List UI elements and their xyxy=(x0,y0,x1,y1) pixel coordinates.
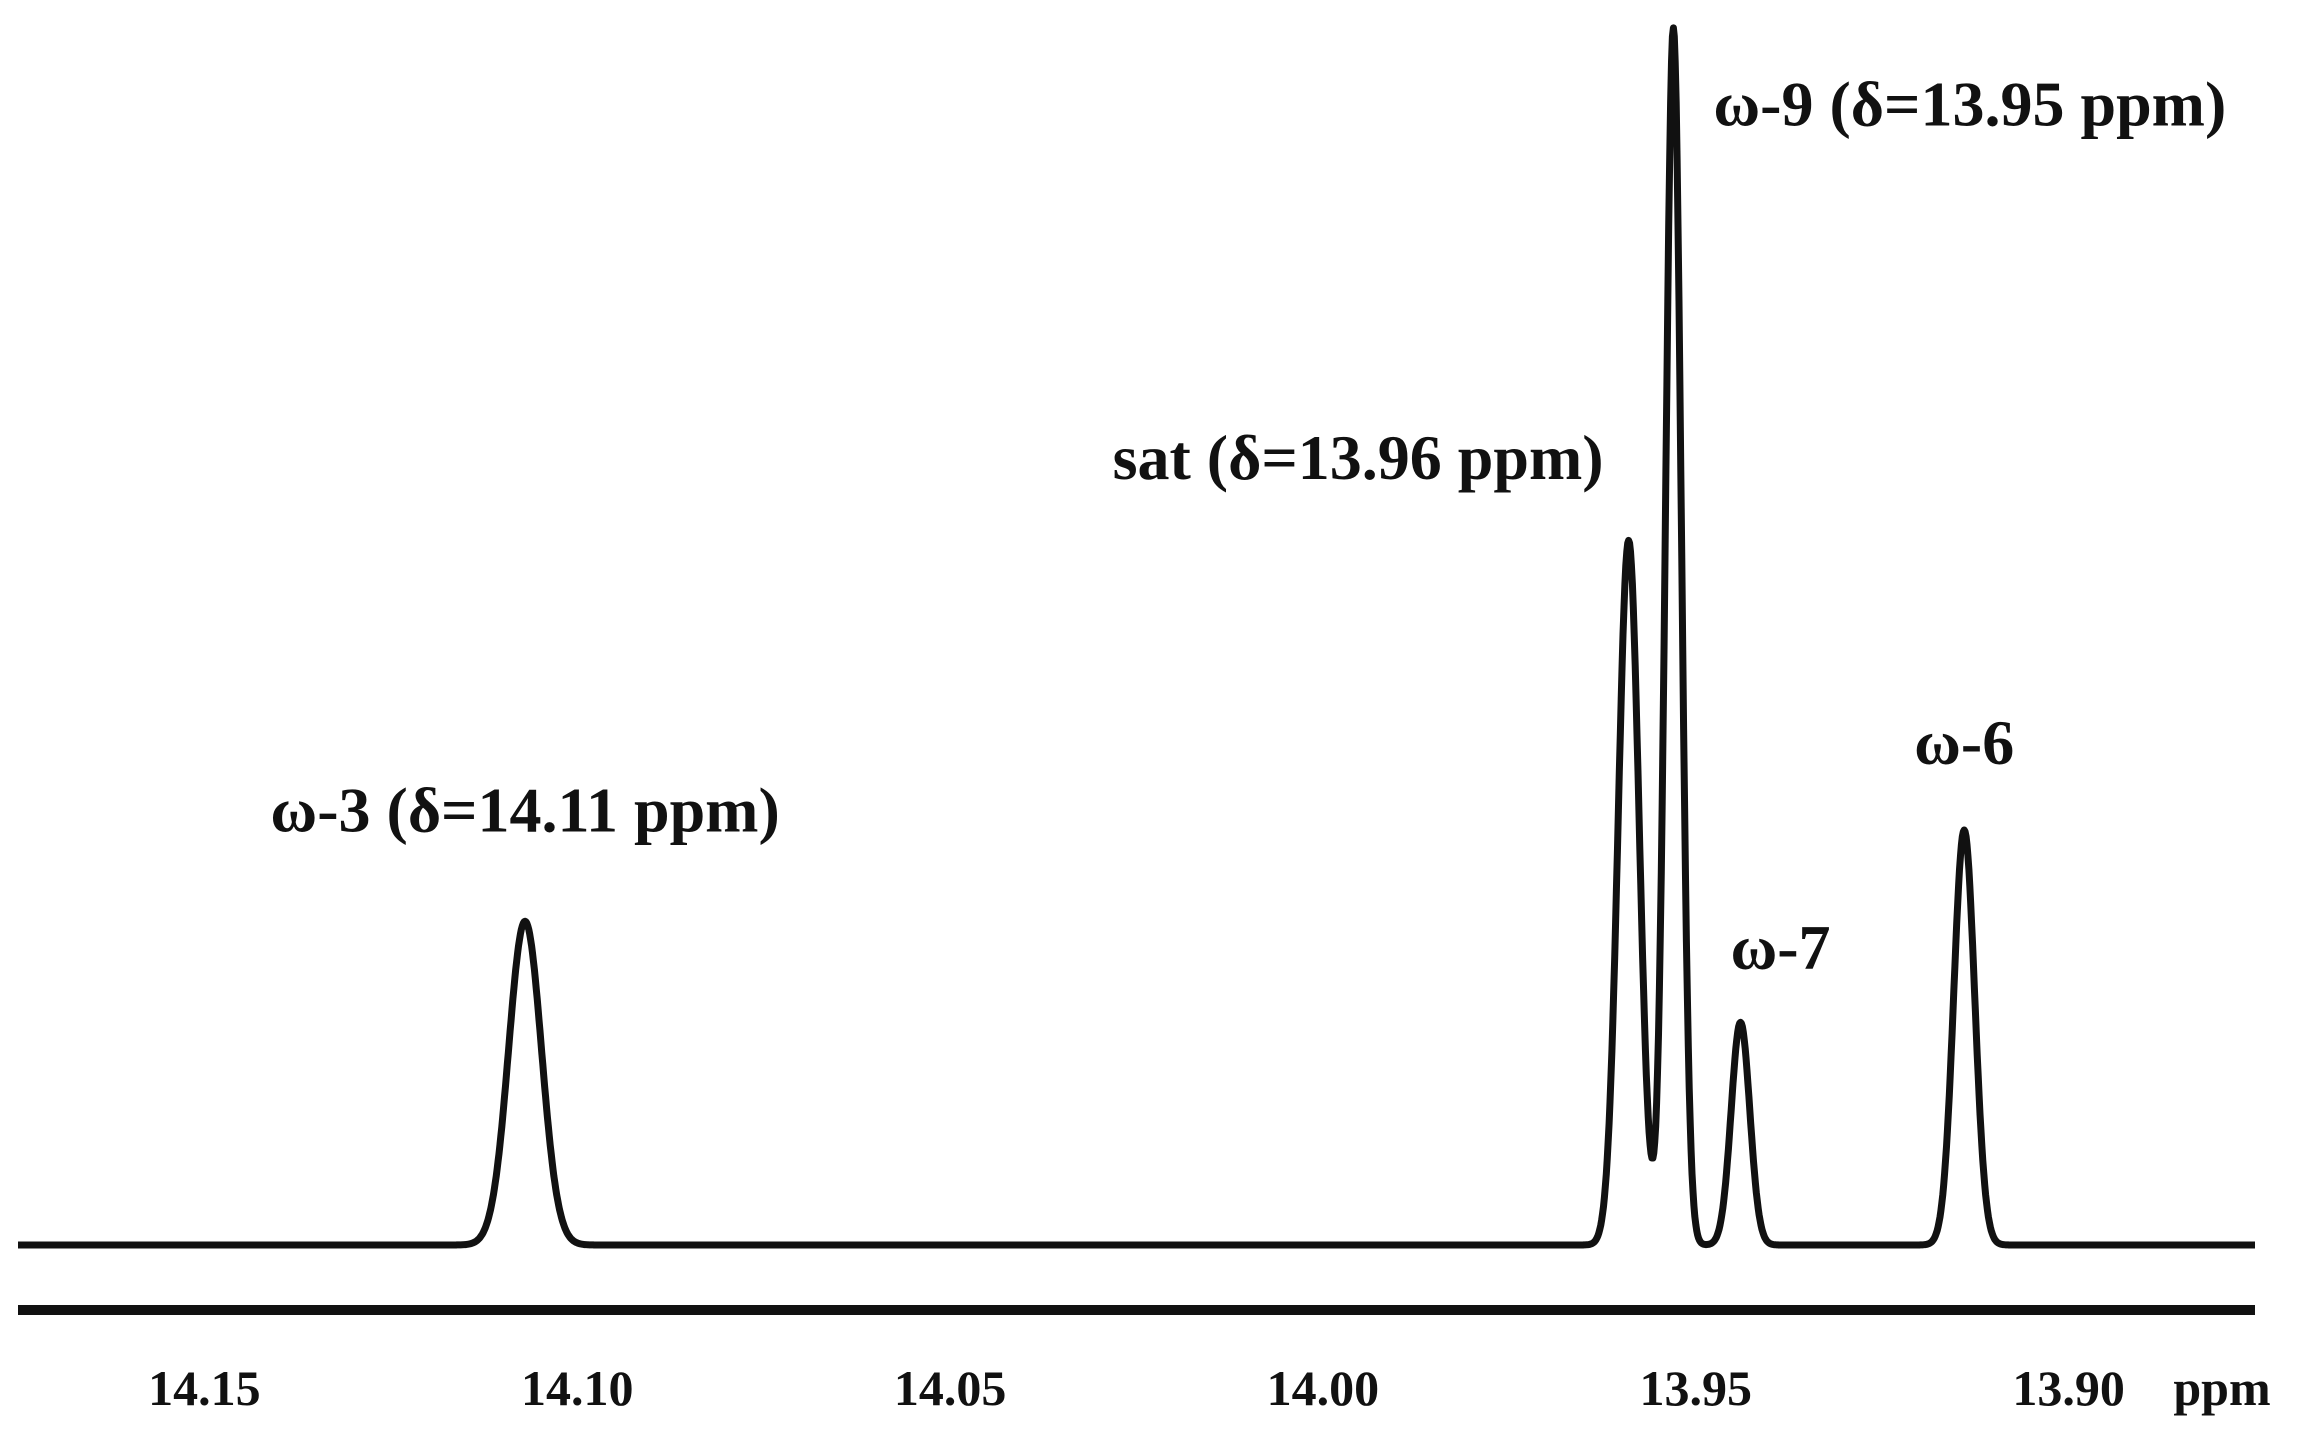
peak-label: ω-7 xyxy=(1730,912,1830,983)
x-tick-label: 14.10 xyxy=(521,1360,634,1416)
peak-label: ω-6 xyxy=(1914,707,2014,778)
peak-label: ω-9 (δ=13.95 ppm) xyxy=(1713,68,2226,139)
x-tick-labels: 14.15 14.10 14.05 14.00 13.95 13.90 xyxy=(148,1360,2125,1416)
spectrum-series-line xyxy=(15,24,2258,1249)
x-tick-label: 14.00 xyxy=(1267,1360,1380,1416)
x-tick-label: 13.95 xyxy=(1640,1360,1753,1416)
x-tick-label: 14.05 xyxy=(894,1360,1007,1416)
peak-label: sat (δ=13.96 ppm) xyxy=(1113,422,1604,493)
x-tick-label: 14.15 xyxy=(148,1360,261,1416)
peak-label: ω-3 (δ=14.11 ppm) xyxy=(270,774,779,845)
peak-annotations: ω-3 (δ=14.11 ppm) sat (δ=13.96 ppm) ω-9 (δ… xyxy=(270,68,2226,982)
x-tick-label: 13.90 xyxy=(2012,1360,2125,1416)
x-axis-label: ppm xyxy=(2173,1360,2270,1416)
